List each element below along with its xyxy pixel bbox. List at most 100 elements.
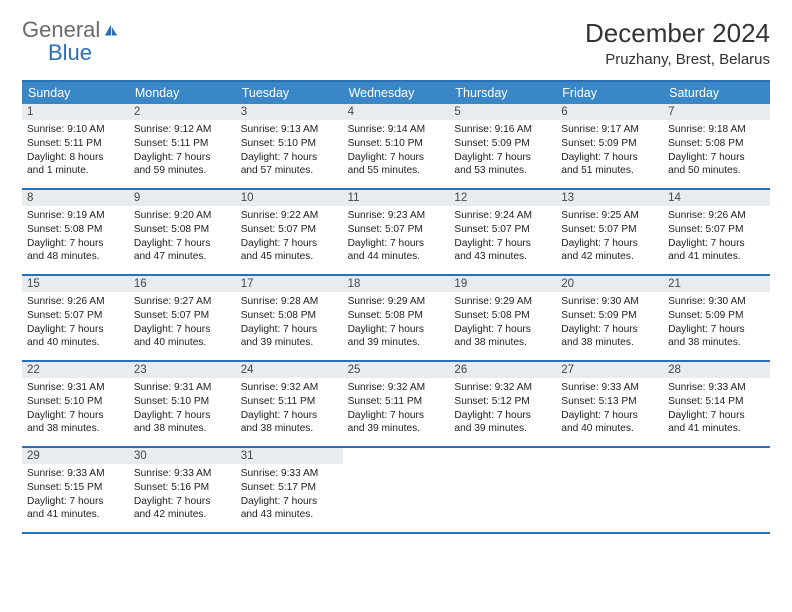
day-info-line: Sunset: 5:08 PM bbox=[27, 223, 124, 237]
day-info-line: and 41 minutes. bbox=[668, 250, 765, 264]
day-info-line: Daylight: 7 hours bbox=[348, 151, 445, 165]
day-info-line: Daylight: 7 hours bbox=[134, 409, 231, 423]
day-info-line: Sunrise: 9:20 AM bbox=[134, 209, 231, 223]
title-block: December 2024 Pruzhany, Brest, Belarus bbox=[585, 18, 770, 68]
week-row: 22Sunrise: 9:31 AMSunset: 5:10 PMDayligh… bbox=[22, 362, 770, 448]
day-cell: 10Sunrise: 9:22 AMSunset: 5:07 PMDayligh… bbox=[236, 190, 343, 274]
weekday-label: Tuesday bbox=[236, 82, 343, 104]
day-info-line: Sunset: 5:07 PM bbox=[348, 223, 445, 237]
empty-cell bbox=[663, 448, 770, 532]
day-info-line: and 38 minutes. bbox=[27, 422, 124, 436]
empty-cell bbox=[449, 448, 556, 532]
day-info-line: Sunset: 5:07 PM bbox=[454, 223, 551, 237]
weekday-label: Thursday bbox=[449, 82, 556, 104]
day-info-line: and 57 minutes. bbox=[241, 164, 338, 178]
weekday-header-row: SundayMondayTuesdayWednesdayThursdayFrid… bbox=[22, 82, 770, 104]
day-info-line: Sunset: 5:11 PM bbox=[134, 137, 231, 151]
day-info-line: Daylight: 7 hours bbox=[561, 151, 658, 165]
day-number: 21 bbox=[663, 276, 770, 292]
day-number: 8 bbox=[22, 190, 129, 206]
day-cell: 31Sunrise: 9:33 AMSunset: 5:17 PMDayligh… bbox=[236, 448, 343, 532]
day-info: Sunrise: 9:29 AMSunset: 5:08 PMDaylight:… bbox=[343, 292, 450, 356]
day-info-line: Sunrise: 9:17 AM bbox=[561, 123, 658, 137]
day-cell: 21Sunrise: 9:30 AMSunset: 5:09 PMDayligh… bbox=[663, 276, 770, 360]
day-number: 2 bbox=[129, 104, 236, 120]
day-info-line: Daylight: 7 hours bbox=[454, 409, 551, 423]
day-info-line: Daylight: 7 hours bbox=[668, 151, 765, 165]
day-info: Sunrise: 9:32 AMSunset: 5:12 PMDaylight:… bbox=[449, 378, 556, 442]
day-info-line: Sunrise: 9:33 AM bbox=[27, 467, 124, 481]
day-info-line: Daylight: 7 hours bbox=[668, 237, 765, 251]
day-info-line: Daylight: 7 hours bbox=[27, 409, 124, 423]
day-number: 31 bbox=[236, 448, 343, 464]
day-info: Sunrise: 9:20 AMSunset: 5:08 PMDaylight:… bbox=[129, 206, 236, 270]
day-cell: 5Sunrise: 9:16 AMSunset: 5:09 PMDaylight… bbox=[449, 104, 556, 188]
day-info-line: Daylight: 7 hours bbox=[348, 237, 445, 251]
day-cell: 14Sunrise: 9:26 AMSunset: 5:07 PMDayligh… bbox=[663, 190, 770, 274]
day-info-line: and 40 minutes. bbox=[27, 336, 124, 350]
weekday-label: Friday bbox=[556, 82, 663, 104]
day-number: 19 bbox=[449, 276, 556, 292]
day-info-line: Daylight: 7 hours bbox=[561, 409, 658, 423]
day-info-line: and 38 minutes. bbox=[668, 336, 765, 350]
calendar: SundayMondayTuesdayWednesdayThursdayFrid… bbox=[22, 80, 770, 534]
day-cell: 7Sunrise: 9:18 AMSunset: 5:08 PMDaylight… bbox=[663, 104, 770, 188]
location-title: Pruzhany, Brest, Belarus bbox=[585, 51, 770, 68]
day-cell: 18Sunrise: 9:29 AMSunset: 5:08 PMDayligh… bbox=[343, 276, 450, 360]
day-info-line: Sunrise: 9:10 AM bbox=[27, 123, 124, 137]
day-info-line: Sunset: 5:11 PM bbox=[241, 395, 338, 409]
day-cell: 16Sunrise: 9:27 AMSunset: 5:07 PMDayligh… bbox=[129, 276, 236, 360]
day-info-line: and 43 minutes. bbox=[454, 250, 551, 264]
day-cell: 23Sunrise: 9:31 AMSunset: 5:10 PMDayligh… bbox=[129, 362, 236, 446]
day-info: Sunrise: 9:31 AMSunset: 5:10 PMDaylight:… bbox=[22, 378, 129, 442]
weekday-label: Monday bbox=[129, 82, 236, 104]
day-cell: 6Sunrise: 9:17 AMSunset: 5:09 PMDaylight… bbox=[556, 104, 663, 188]
day-number: 11 bbox=[343, 190, 450, 206]
day-cell: 4Sunrise: 9:14 AMSunset: 5:10 PMDaylight… bbox=[343, 104, 450, 188]
day-info-line: Daylight: 7 hours bbox=[454, 237, 551, 251]
day-info-line: Sunset: 5:07 PM bbox=[134, 309, 231, 323]
day-info-line: and 50 minutes. bbox=[668, 164, 765, 178]
day-info-line: and 47 minutes. bbox=[134, 250, 231, 264]
day-info-line: Sunrise: 9:30 AM bbox=[561, 295, 658, 309]
day-info-line: Sunrise: 9:29 AM bbox=[348, 295, 445, 309]
calendar-body: 1Sunrise: 9:10 AMSunset: 5:11 PMDaylight… bbox=[22, 104, 770, 534]
day-info: Sunrise: 9:33 AMSunset: 5:17 PMDaylight:… bbox=[236, 464, 343, 528]
day-info-line: Sunset: 5:10 PM bbox=[348, 137, 445, 151]
day-info: Sunrise: 9:10 AMSunset: 5:11 PMDaylight:… bbox=[22, 120, 129, 184]
day-info-line: and 44 minutes. bbox=[348, 250, 445, 264]
day-number: 13 bbox=[556, 190, 663, 206]
week-row: 29Sunrise: 9:33 AMSunset: 5:15 PMDayligh… bbox=[22, 448, 770, 534]
week-row: 8Sunrise: 9:19 AMSunset: 5:08 PMDaylight… bbox=[22, 190, 770, 276]
day-number: 3 bbox=[236, 104, 343, 120]
day-info-line: Sunrise: 9:22 AM bbox=[241, 209, 338, 223]
day-cell: 26Sunrise: 9:32 AMSunset: 5:12 PMDayligh… bbox=[449, 362, 556, 446]
day-number: 14 bbox=[663, 190, 770, 206]
day-info-line: and 38 minutes. bbox=[241, 422, 338, 436]
day-info-line: Daylight: 7 hours bbox=[348, 323, 445, 337]
day-info-line: and 39 minutes. bbox=[348, 422, 445, 436]
header: GeneralBlue December 2024 Pruzhany, Bres… bbox=[22, 18, 770, 68]
day-cell: 2Sunrise: 9:12 AMSunset: 5:11 PMDaylight… bbox=[129, 104, 236, 188]
day-info-line: Sunrise: 9:26 AM bbox=[27, 295, 124, 309]
day-number: 4 bbox=[343, 104, 450, 120]
day-info-line: Sunset: 5:10 PM bbox=[134, 395, 231, 409]
day-cell: 13Sunrise: 9:25 AMSunset: 5:07 PMDayligh… bbox=[556, 190, 663, 274]
day-info-line: Sunrise: 9:24 AM bbox=[454, 209, 551, 223]
day-info-line: Sunrise: 9:32 AM bbox=[348, 381, 445, 395]
day-info-line: Sunset: 5:10 PM bbox=[241, 137, 338, 151]
day-info-line: and 38 minutes. bbox=[134, 422, 231, 436]
day-info-line: Sunrise: 9:28 AM bbox=[241, 295, 338, 309]
weekday-label: Sunday bbox=[22, 82, 129, 104]
day-info: Sunrise: 9:32 AMSunset: 5:11 PMDaylight:… bbox=[236, 378, 343, 442]
day-cell: 1Sunrise: 9:10 AMSunset: 5:11 PMDaylight… bbox=[22, 104, 129, 188]
day-number: 24 bbox=[236, 362, 343, 378]
day-info: Sunrise: 9:23 AMSunset: 5:07 PMDaylight:… bbox=[343, 206, 450, 270]
day-cell: 15Sunrise: 9:26 AMSunset: 5:07 PMDayligh… bbox=[22, 276, 129, 360]
day-info-line: and 43 minutes. bbox=[241, 508, 338, 522]
day-info-line: Sunrise: 9:29 AM bbox=[454, 295, 551, 309]
day-cell: 24Sunrise: 9:32 AMSunset: 5:11 PMDayligh… bbox=[236, 362, 343, 446]
weekday-label: Wednesday bbox=[343, 82, 450, 104]
day-info-line: Daylight: 7 hours bbox=[27, 495, 124, 509]
day-number: 29 bbox=[22, 448, 129, 464]
